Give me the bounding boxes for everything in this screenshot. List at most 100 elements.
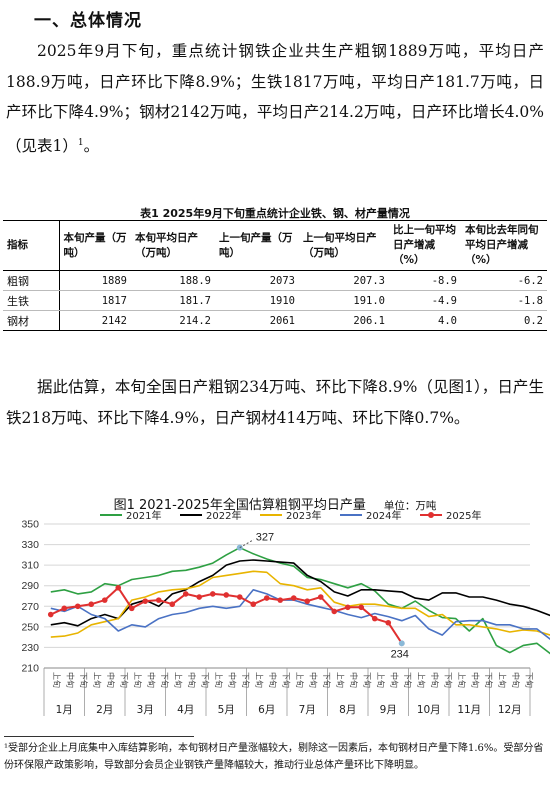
y-tick-label: 350 [21,519,39,531]
table-header: 本旬产量（万吨） [58,220,131,271]
x-tick-label: 中旬 [227,672,237,688]
paragraph-1: 2025年9月下旬，重点统计钢铁企业共生产粗钢1889万吨，平均日产188.9万… [6,36,544,161]
footnote-divider [4,736,194,737]
table-cell: 2142 [58,310,131,331]
x-tick-label: 上旬 [335,672,345,688]
x-tick-label: 上旬 [295,672,305,688]
table-cell: -1.8 [461,290,547,311]
y-tick-label: 210 [21,663,39,675]
x-tick-label: 中旬 [308,672,318,688]
x-tick-label: 中旬 [430,672,440,688]
x-tick-label: 下旬 [443,672,453,688]
chart-grid [43,523,531,716]
table-header: 本旬平均日产（万吨） [131,220,215,271]
data-point [344,604,351,611]
month-label: 10月 [417,704,441,716]
data-point [88,601,95,608]
x-tick-label: 上旬 [376,672,386,688]
table-cell: -6.2 [461,270,547,291]
month-label: 3月 [137,704,154,716]
y-tick-label: 230 [21,642,39,654]
x-tick-label: 中旬 [106,672,116,688]
x-tick-label: 下旬 [322,672,332,688]
table-cell: 188.9 [131,270,215,291]
annotation-label: 327 [256,532,274,544]
series-line [50,546,550,655]
legend-label: 2023年 [286,510,321,522]
data-point [142,598,149,604]
data-point [128,605,135,612]
x-tick-label: 上旬 [52,672,62,688]
data-point [101,597,108,603]
chart-legend: 2021年 2022年 2023年 2024年 2025年 [100,510,481,522]
data-point [358,604,365,611]
table-cell: 0.2 [461,310,547,331]
month-label: 2月 [96,704,113,716]
table-row: 钢材 2142 214.2 2061 206.1 4.0 0.2 [3,310,547,331]
month-label: 12月 [498,704,522,716]
annotation-label: 234 [391,648,409,660]
x-tick-label: 上旬 [214,672,224,688]
legend-label: 2024年 [366,510,401,522]
section-heading: 一、总体情况 [34,11,142,31]
x-tick-label: 中旬 [268,672,278,688]
table-cell: 206.1 [299,310,389,331]
table-header: 指标 [3,220,59,271]
x-tick-label: 上旬 [173,672,183,688]
legend-label: 2021年 [126,510,161,522]
x-tick-label: 上旬 [92,672,102,688]
x-tick-label: 下旬 [119,672,129,688]
table-cell: 4.0 [389,310,461,331]
x-tick-label: 上旬 [416,672,426,688]
legend-label: 2025年 [446,510,481,522]
x-tick-label: 下旬 [362,672,372,688]
production-table: 指标 本旬产量（万吨） 本旬平均日产（万吨） 上一旬产量（万吨） 上一旬平均日产… [3,220,547,331]
data-point [74,603,81,610]
table-cell: 2073 [215,270,299,291]
x-tick-label: 下旬 [160,672,170,688]
x-tick-label: 中旬 [146,672,156,688]
x-tick-label: 下旬 [484,672,494,688]
data-point [209,591,216,597]
month-label: 6月 [258,704,275,716]
month-label: 9月 [380,704,397,716]
x-tick-label: 中旬 [511,672,521,688]
x-tick-label: 上旬 [497,672,507,688]
table-cell: -8.9 [389,270,461,291]
table-header: 本旬比去年同旬平均日产增减（%） [461,220,547,271]
data-point [317,594,324,600]
chart-series [47,539,550,655]
table-cell: 2061 [215,310,299,331]
annotation-marker [236,544,243,551]
paragraph-1-text: 2025年9月下旬，重点统计钢铁企业共生产粗钢1889万吨，平均日产188.9万… [6,42,544,155]
footnote-ref[interactable]: 1 [77,137,84,148]
x-tick-label: 中旬 [349,672,359,688]
table-row: 粗钢 1889 188.9 2073 207.3 -8.9 -6.2 [3,270,547,291]
x-tick-label: 中旬 [187,672,197,688]
x-tick-label: 中旬 [65,672,75,688]
x-tick-label: 上旬 [457,672,467,688]
legend-label: 2022年 [206,510,241,522]
x-tick-label: 下旬 [200,672,210,688]
month-label: 1月 [56,704,73,716]
table-header: 上一旬产量（万吨） [215,220,299,271]
x-tick-label: 中旬 [389,672,399,688]
x-tick-label: 下旬 [241,672,251,688]
series-line [50,589,550,640]
table-cell: 214.2 [131,310,215,331]
table-header-row: 指标 本旬产量（万吨） 本旬平均日产（万吨） 上一旬产量（万吨） 上一旬平均日产… [3,220,547,271]
data-point [223,592,230,598]
footnote: ¹受部分企业上月底集中入库结算影响，本旬钢材日产量涨幅较大，剔除这一因素后，本旬… [4,743,544,771]
paragraph-1-end: 。 [83,136,100,155]
month-label: 4月 [177,704,194,716]
table-caption: 表1 2025年9月下旬重点统计企业铁、钢、材产量情况 [140,207,410,220]
table-cell: 191.0 [299,290,389,311]
series-line [50,570,550,638]
data-point [371,615,378,622]
chart-unit: 单位：万吨 [383,500,437,512]
data-point [115,584,122,591]
table-cell: 钢材 [3,310,59,331]
data-point [304,598,311,604]
